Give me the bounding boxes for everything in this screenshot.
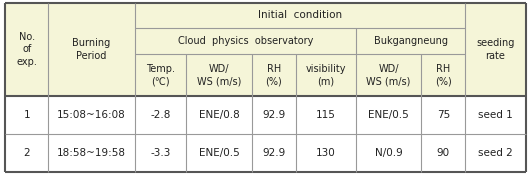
Text: Burning
Period: Burning Period <box>72 38 110 61</box>
Text: -3.3: -3.3 <box>150 148 171 158</box>
Text: RH
(%): RH (%) <box>435 64 452 86</box>
Text: WD/
WS (m/s): WD/ WS (m/s) <box>197 64 241 86</box>
Text: N/0.9: N/0.9 <box>375 148 402 158</box>
Bar <box>5 96 526 134</box>
Text: 115: 115 <box>316 110 336 120</box>
Text: -2.8: -2.8 <box>150 110 171 120</box>
Text: 1: 1 <box>23 110 30 120</box>
Text: 130: 130 <box>316 148 336 158</box>
Text: 18:58~19:58: 18:58~19:58 <box>57 148 126 158</box>
Text: ENE/0.5: ENE/0.5 <box>199 148 239 158</box>
Text: No.
of
exp.: No. of exp. <box>16 32 37 67</box>
Text: RH
(%): RH (%) <box>266 64 282 86</box>
Text: seed 2: seed 2 <box>478 148 513 158</box>
Text: 92.9: 92.9 <box>262 148 285 158</box>
Text: 75: 75 <box>436 110 450 120</box>
Text: seeding
rate: seeding rate <box>476 38 515 61</box>
Text: Initial  condition: Initial condition <box>258 10 342 20</box>
Text: seed 1: seed 1 <box>478 110 513 120</box>
Text: visibility
(m): visibility (m) <box>305 64 346 86</box>
Text: Temp.
(℃): Temp. (℃) <box>146 64 175 86</box>
Text: 90: 90 <box>437 148 450 158</box>
Bar <box>5 134 526 172</box>
Text: Cloud  physics  observatory: Cloud physics observatory <box>178 36 313 46</box>
Text: 15:08~16:08: 15:08~16:08 <box>57 110 126 120</box>
Text: Bukgangneung: Bukgangneung <box>374 36 448 46</box>
Text: ENE/0.5: ENE/0.5 <box>369 110 409 120</box>
Text: 92.9: 92.9 <box>262 110 285 120</box>
Text: WD/
WS (m/s): WD/ WS (m/s) <box>366 64 411 86</box>
Text: ENE/0.8: ENE/0.8 <box>199 110 239 120</box>
Text: 2: 2 <box>23 148 30 158</box>
